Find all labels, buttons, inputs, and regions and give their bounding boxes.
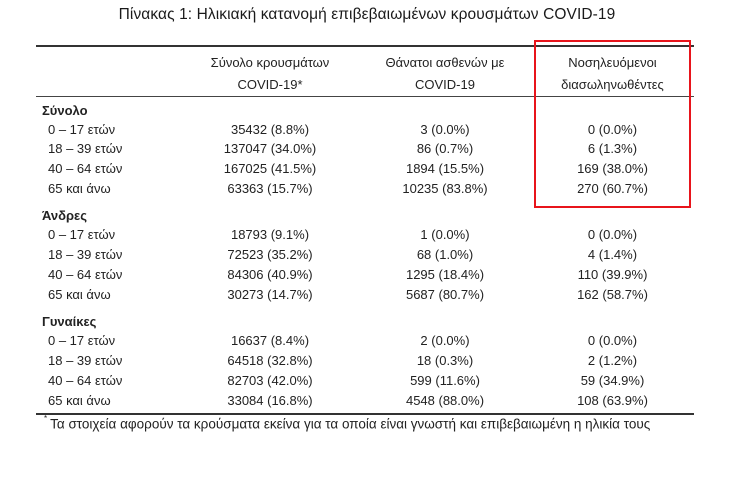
cases-cell: 167025 (41.5%) (223, 161, 317, 176)
footnote: * Τα στοιχεία αφορούν τα κρούσματα εκείνα… (44, 414, 651, 432)
table-row: 0 – 17 ετών 35432 (8.8%) 3 (0.0%) 0 (0.0… (0, 120, 734, 139)
cases-cell: 72523 (35.2%) (227, 247, 313, 262)
age-label: 40 – 64 ετών (48, 267, 123, 282)
age-label: 65 και άνω (48, 287, 111, 302)
table-row: 40 – 64 ετών 167025 (41.5%) 1894 (15.5%)… (0, 159, 734, 178)
intubated-cell: 0 (0.0%) (587, 122, 638, 137)
deaths-cell: 86 (0.7%) (416, 141, 474, 156)
column-header-line: COVID-19 (415, 77, 475, 92)
column-header-line: COVID-19* (237, 77, 303, 92)
age-label: 18 – 39 ετών (48, 247, 123, 262)
intubated-cell: 0 (0.0%) (587, 227, 638, 242)
deaths-cell: 1894 (15.5%) (405, 161, 485, 176)
cases-cell: 35432 (8.8%) (230, 122, 310, 137)
table-row: 18 – 39 ετών 64518 (32.8%) 18 (0.3%) 2 (… (0, 351, 734, 370)
table-row: 65 και άνω 63363 (15.7%) 10235 (83.8%) 2… (0, 179, 734, 198)
table-row: 65 και άνω 33084 (16.8%) 4548 (88.0%) 10… (0, 391, 734, 410)
intubated-cell: 110 (39.9%) (577, 267, 648, 282)
age-label: 18 – 39 ετών (48, 353, 123, 368)
footnote-text: Τα στοιχεία αφορούν τα κρούσματα εκείνα … (50, 416, 651, 432)
group-label: Άνδρες (42, 208, 87, 223)
column-header-deaths: Θάνατοι ασθενών με COVID-19 (370, 52, 520, 96)
deaths-cell: 5687 (80.7%) (405, 287, 485, 302)
intubated-cell: 4 (1.4%) (587, 247, 638, 262)
cases-cell: 16637 (8.4%) (230, 333, 310, 348)
column-header-total-cases: Σύνολο κρουσμάτων COVID-19* (195, 52, 345, 96)
column-header-intubated: Νοσηλευόμενοι διασωληνωθέντες (535, 52, 690, 96)
table-row: 40 – 64 ετών 82703 (42.0%) 599 (11.6%) 5… (0, 371, 734, 390)
deaths-cell: 4548 (88.0%) (405, 393, 485, 408)
group-header-women: Γυναίκες (0, 312, 734, 331)
age-label: 18 – 39 ετών (48, 141, 123, 156)
cases-cell: 63363 (15.7%) (227, 181, 313, 196)
deaths-cell: 18 (0.3%) (416, 353, 474, 368)
cases-cell: 137047 (34.0%) (223, 141, 317, 156)
cases-cell: 18793 (9.1%) (230, 227, 310, 242)
intubated-cell: 162 (58.7%) (577, 287, 648, 302)
intubated-cell: 59 (34.9%) (580, 373, 645, 388)
group-label: Σύνολο (42, 103, 88, 118)
intubated-cell: 108 (63.9%) (577, 393, 648, 408)
cases-cell: 33084 (16.8%) (227, 393, 313, 408)
table-row: 18 – 39 ετών 137047 (34.0%) 86 (0.7%) 6 … (0, 139, 734, 158)
age-label: 0 – 17 ετών (48, 122, 116, 137)
intubated-cell: 6 (1.3%) (587, 141, 638, 156)
intubated-cell: 2 (1.2%) (587, 353, 638, 368)
age-label: 0 – 17 ετών (48, 333, 116, 348)
table-top-rule (36, 45, 694, 47)
footnote-marker: * (44, 414, 48, 423)
age-label: 65 και άνω (48, 393, 111, 408)
age-label: 40 – 64 ετών (48, 161, 123, 176)
cases-cell: 30273 (14.7%) (227, 287, 313, 302)
table-title: Πίνακας 1: Ηλικιακή κατανομή επιβεβαιωμέ… (118, 6, 616, 23)
intubated-cell: 169 (38.0%) (577, 161, 648, 176)
column-header-line: Σύνολο κρουσμάτων (210, 55, 330, 70)
table-row: 18 – 39 ετών 72523 (35.2%) 68 (1.0%) 4 (… (0, 245, 734, 264)
table-row: 65 και άνω 30273 (14.7%) 5687 (80.7%) 16… (0, 285, 734, 304)
age-label: 40 – 64 ετών (48, 373, 123, 388)
deaths-cell: 1295 (18.4%) (405, 267, 485, 282)
column-header-line: διασωληνωθέντες (561, 77, 664, 92)
deaths-cell: 10235 (83.8%) (402, 181, 488, 196)
deaths-cell: 68 (1.0%) (416, 247, 474, 262)
cases-cell: 64518 (32.8%) (227, 353, 313, 368)
table-row: 40 – 64 ετών 84306 (40.9%) 1295 (18.4%) … (0, 265, 734, 284)
cases-cell: 84306 (40.9%) (227, 267, 313, 282)
group-header-total: Σύνολο (0, 101, 734, 120)
age-label: 0 – 17 ετών (48, 227, 116, 242)
age-label: 65 και άνω (48, 181, 111, 196)
group-label: Γυναίκες (42, 314, 97, 329)
table-bottom-rule (36, 413, 694, 415)
deaths-cell: 2 (0.0%) (420, 333, 470, 348)
deaths-cell: 1 (0.0%) (420, 227, 470, 242)
intubated-cell: 270 (60.7%) (577, 181, 648, 196)
column-header-line: Νοσηλευόμενοι (568, 55, 657, 70)
cases-cell: 82703 (42.0%) (227, 373, 313, 388)
intubated-cell: 0 (0.0%) (587, 333, 638, 348)
table-header-rule (36, 96, 694, 97)
table-row: 0 – 17 ετών 18793 (9.1%) 1 (0.0%) 0 (0.0… (0, 225, 734, 244)
group-header-men: Άνδρες (0, 206, 734, 225)
deaths-cell: 599 (11.6%) (410, 373, 480, 388)
highlight-box (534, 40, 691, 208)
deaths-cell: 3 (0.0%) (420, 122, 470, 137)
table-row: 0 – 17 ετών 16637 (8.4%) 2 (0.0%) 0 (0.0… (0, 331, 734, 350)
column-header-line: Θάνατοι ασθενών με (385, 55, 505, 70)
